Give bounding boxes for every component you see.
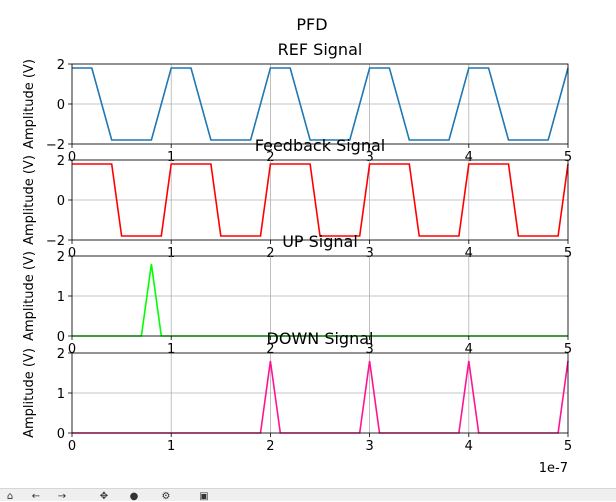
forward-icon[interactable]: → [57,491,67,502]
down-signal-y-tick-label: 0 [57,427,65,442]
ref-signal-title: REF Signal [278,40,363,59]
configure-icon[interactable]: ⚙ [161,491,171,502]
down-signal-y-axis-label: Amplitude (V) [22,348,37,438]
up-signal-series-line [72,263,568,337]
up-signal-y-tick-label: 1 [57,290,65,305]
down-signal-x-tick-label: 0 [68,439,76,454]
up-signal-x-tick-label: 1 [167,342,175,357]
ref-signal-x-tick-label: 4 [465,150,473,165]
feedback-signal-y-axis-label: Amplitude (V) [22,155,37,245]
down-signal-y-tick-label: 2 [57,347,65,362]
figure-toolbar: ⌂ ← → ✥ ● ⚙ ▣ [0,488,616,502]
up-signal-x-tick-label: 4 [465,342,473,357]
ref-signal-x-tick-label: 2 [266,150,274,165]
feedback-signal-x-tick-label: 3 [365,246,373,261]
ref-signal-x-tick-label: 5 [564,150,572,165]
ref-signal-y-tick-label: 0 [57,98,65,113]
feedback-signal-y-tick-label: −2 [46,234,65,249]
feedback-signal-x-tick-label: 4 [465,246,473,261]
ref-signal-y-tick-label: 2 [57,58,65,73]
ref-signal-x-tick-label: 3 [365,150,373,165]
up-signal-y-axis-label: Amplitude (V) [22,251,37,341]
down-signal-x-tick-label: 4 [465,439,473,454]
feedback-signal-x-tick-label: 0 [68,246,76,261]
up-signal-x-tick-label: 5 [564,342,572,357]
save-icon[interactable]: ▣ [199,491,209,502]
down-signal-y-tick-label: 1 [57,387,65,402]
feedback-signal-y-tick-label: 2 [57,154,65,169]
down-signal-series-line [72,360,569,434]
zoom-icon[interactable]: ● [129,491,139,502]
feedback-signal-series-line [72,163,569,237]
down-signal-x-tick-label: 5 [564,439,572,454]
up-signal-x-tick-label: 3 [365,342,373,357]
ref-signal-x-tick-label: 0 [68,150,76,165]
home-icon[interactable]: ⌂ [6,491,14,502]
pan-icon[interactable]: ✥ [99,491,109,502]
feedback-signal-title: Feedback Signal [255,136,385,155]
up-signal-title: UP Signal [282,232,358,251]
down-signal-x-tick-label: 3 [365,439,373,454]
ref-signal-y-tick-label: −2 [46,138,65,153]
up-signal-y-tick-label: 2 [57,250,65,265]
ref-signal-y-axis-label: Amplitude (V) [22,59,37,149]
ref-signal-x-tick-label: 1 [167,150,175,165]
down-signal-title: DOWN Signal [267,329,374,348]
up-signal-x-tick-label: 2 [266,342,274,357]
x-offset-label: 1e-7 [539,461,568,476]
feedback-signal-x-tick-label: 2 [266,246,274,261]
down-signal-x-tick-label: 1 [167,439,175,454]
up-signal-x-tick-label: 0 [68,342,76,357]
figure-title: PFD [296,15,327,34]
feedback-signal-x-tick-label: 1 [167,246,175,261]
feedback-signal-y-tick-label: 0 [57,194,65,209]
ref-signal-series-line [72,67,569,141]
up-signal-y-tick-label: 0 [57,330,65,345]
down-signal-x-tick-label: 2 [266,439,274,454]
up-signal-axes: 0 1 2 3 4 5 0 1 2 UP Signal Amplitude (V) [22,232,572,357]
back-icon[interactable]: ← [31,491,41,502]
feedback-signal-x-tick-label: 5 [564,246,572,261]
